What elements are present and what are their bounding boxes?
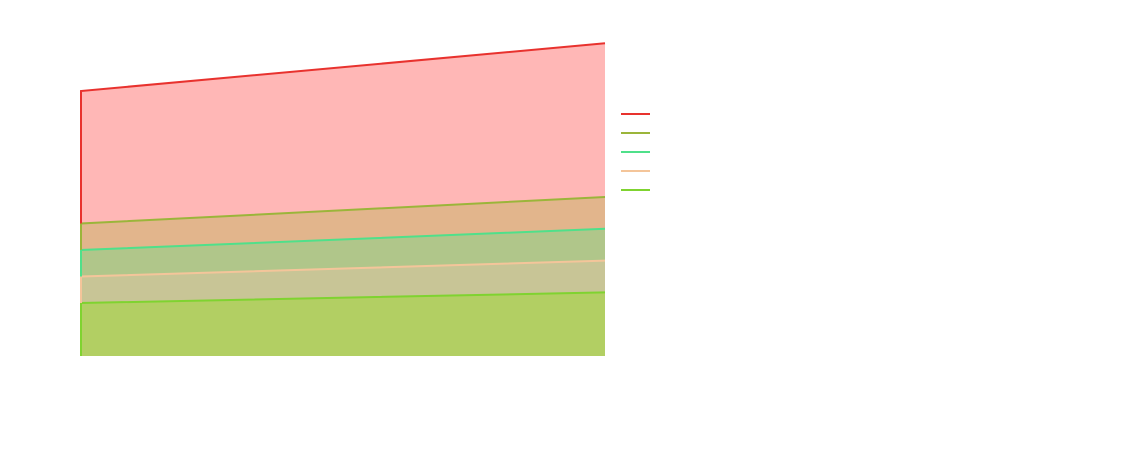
- chart-legend: [621, 113, 650, 191]
- chart-areas: [81, 43, 605, 356]
- area-series-3: [81, 197, 605, 250]
- area-series-2: [81, 228, 605, 277]
- area-series-1: [81, 260, 605, 303]
- line-series-4: [80, 42, 606, 224]
- chart-lines: [80, 42, 606, 356]
- area-series-0: [81, 292, 605, 356]
- area-series-4: [81, 43, 605, 224]
